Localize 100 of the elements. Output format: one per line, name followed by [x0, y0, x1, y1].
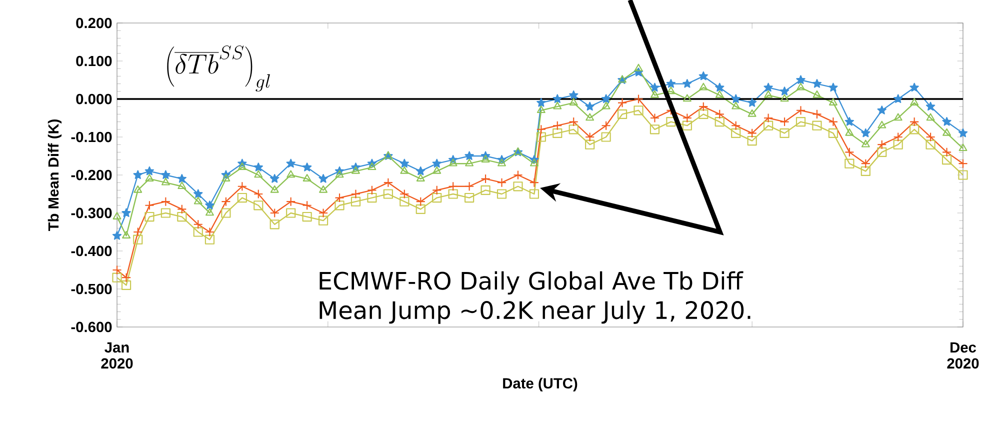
point	[796, 106, 806, 116]
point	[302, 212, 312, 222]
point	[133, 227, 143, 237]
y-tick-label: -0.200	[71, 170, 112, 180]
point	[144, 166, 154, 176]
point	[221, 196, 231, 206]
point	[448, 182, 458, 192]
point	[448, 189, 458, 199]
point	[144, 212, 154, 222]
point	[617, 109, 628, 119]
point	[634, 106, 644, 116]
point	[568, 124, 578, 134]
point	[682, 78, 692, 88]
point	[432, 185, 442, 195]
point	[861, 140, 870, 148]
point	[400, 196, 410, 206]
point	[177, 204, 187, 214]
point	[942, 147, 952, 157]
point	[764, 82, 773, 92]
point	[877, 106, 886, 114]
point	[714, 116, 724, 127]
point	[926, 132, 936, 142]
point	[318, 208, 328, 218]
point	[844, 116, 854, 126]
y-axis-title: Tb Mean Diff (K)	[48, 120, 62, 232]
x-tick-label: Dec 2020	[947, 342, 979, 369]
point	[416, 196, 426, 206]
point	[910, 116, 920, 127]
point	[894, 113, 902, 121]
point	[764, 90, 773, 98]
point	[602, 102, 610, 110]
point	[747, 128, 757, 138]
point	[780, 94, 789, 102]
x-axis-title: Date (UTC)	[503, 378, 578, 392]
point	[796, 116, 806, 127]
point	[254, 189, 264, 199]
point	[828, 82, 838, 92]
point	[536, 98, 546, 107]
point	[133, 234, 143, 244]
point	[828, 98, 838, 106]
point	[334, 200, 344, 210]
point	[432, 192, 442, 203]
point	[432, 166, 442, 174]
point	[634, 64, 643, 72]
point	[894, 94, 903, 103]
point	[860, 166, 870, 176]
point	[237, 182, 247, 192]
annotation: $\left(\overline{\delta Tb}^{SS}\right)_{gl}$	[167, 46, 270, 92]
point	[112, 230, 122, 240]
point	[747, 136, 757, 146]
point	[844, 158, 854, 168]
point	[178, 182, 186, 190]
annotation: Mean Jump ~0.2K near July 1, 2020.	[320, 300, 750, 324]
point	[400, 189, 410, 199]
point	[910, 98, 919, 106]
point	[112, 265, 122, 275]
point	[617, 98, 628, 108]
point	[383, 178, 393, 188]
point	[878, 120, 886, 128]
point	[682, 113, 692, 123]
point	[942, 154, 952, 165]
point	[552, 128, 562, 138]
point	[254, 170, 263, 178]
point	[780, 116, 790, 127]
point	[367, 192, 377, 203]
point	[286, 208, 296, 218]
point	[161, 178, 170, 186]
point	[238, 162, 246, 170]
point	[400, 158, 410, 168]
point	[270, 185, 279, 193]
point	[335, 170, 344, 178]
point	[828, 128, 838, 138]
point	[286, 170, 296, 178]
point	[161, 170, 170, 179]
y-tick-label: 0.100	[76, 56, 112, 66]
point	[552, 120, 562, 130]
y-tick-label: -0.400	[71, 246, 112, 256]
point	[650, 124, 660, 134]
point	[893, 140, 903, 150]
point	[350, 196, 361, 206]
point	[861, 128, 870, 138]
annotation: ECMWF-RO Daily Global Ave Tb Diff	[320, 271, 744, 295]
point	[464, 182, 474, 192]
point	[270, 174, 280, 183]
point	[122, 208, 131, 217]
point	[714, 109, 724, 119]
point	[530, 158, 538, 166]
point	[194, 196, 202, 204]
point	[536, 132, 546, 142]
y-tick-label: -0.300	[71, 208, 112, 218]
point	[731, 94, 740, 103]
point	[536, 106, 546, 114]
point	[367, 185, 377, 195]
point	[860, 158, 870, 168]
point	[334, 192, 344, 203]
point	[286, 158, 296, 168]
point	[529, 178, 540, 188]
x-tick-label: Jan 2020	[101, 342, 133, 369]
point	[160, 208, 170, 218]
point	[764, 113, 774, 123]
